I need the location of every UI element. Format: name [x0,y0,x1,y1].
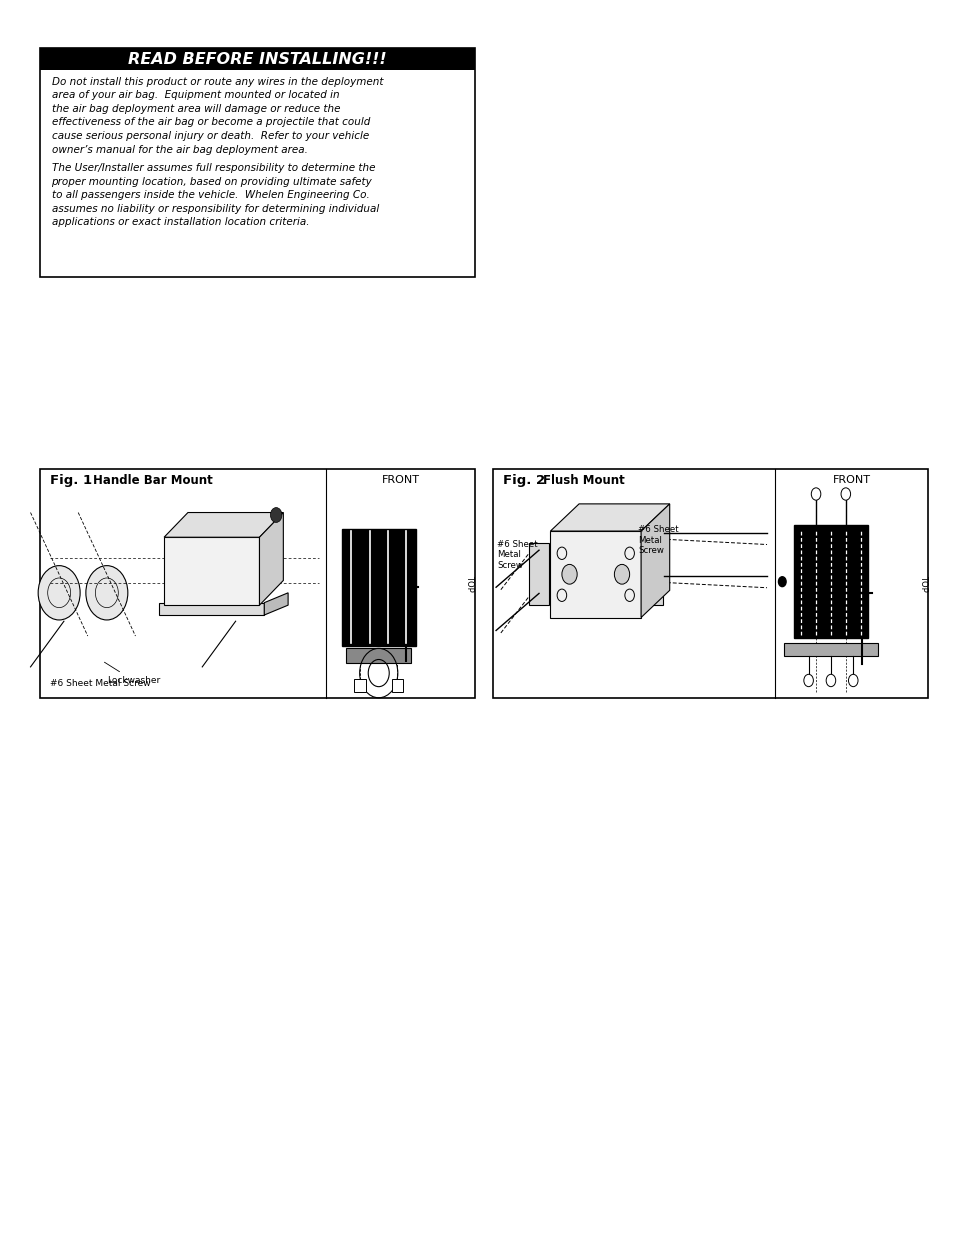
Bar [341,529,416,646]
Bar [529,543,548,605]
Text: Lockwasher: Lockwasher [104,662,160,685]
Text: Fig. 2: Fig. 2 [502,474,544,488]
Polygon shape [259,513,283,605]
Text: Handle Bar Mount: Handle Bar Mount [92,474,213,488]
Polygon shape [550,531,640,618]
Circle shape [841,488,850,500]
Bar [783,643,877,656]
Bar [159,603,264,615]
Bar [346,648,411,663]
Bar [793,525,867,638]
Text: Fig. 1: Fig. 1 [50,474,91,488]
Text: Do not install this product or route any wires in the deployment
area of your ai: Do not install this product or route any… [51,77,382,154]
Polygon shape [164,513,283,537]
Bar [40,48,475,70]
Bar [493,469,927,698]
Text: #6 Sheet
Metal
Screw: #6 Sheet Metal Screw [638,525,679,556]
Polygon shape [264,593,288,615]
Polygon shape [550,504,669,531]
Circle shape [847,674,857,687]
Circle shape [561,564,577,584]
Circle shape [803,674,813,687]
Circle shape [825,674,835,687]
Polygon shape [164,537,259,605]
Circle shape [271,508,282,522]
Circle shape [810,488,820,500]
Bar [40,469,475,698]
Text: FRONT: FRONT [381,475,419,485]
Text: The User/Installer assumes full responsibility to determine the
proper mounting : The User/Installer assumes full responsi… [51,163,378,227]
Text: TOP: TOP [918,576,927,592]
Bar [40,48,475,277]
Circle shape [38,566,80,620]
Bar [391,679,403,692]
Bar [355,679,366,692]
Text: READ BEFORE INSTALLING!!!: READ BEFORE INSTALLING!!! [128,52,387,67]
Circle shape [86,566,128,620]
Circle shape [614,564,629,584]
Text: TOP: TOP [464,576,474,592]
Bar [643,543,662,605]
Polygon shape [640,504,669,618]
Text: #6 Sheet
Metal
Screw: #6 Sheet Metal Screw [497,540,537,571]
Text: #6 Sheet Metal Screw: #6 Sheet Metal Screw [50,679,150,688]
Text: FRONT: FRONT [832,475,869,485]
Text: Flush Mount: Flush Mount [542,474,624,488]
Circle shape [778,577,785,587]
